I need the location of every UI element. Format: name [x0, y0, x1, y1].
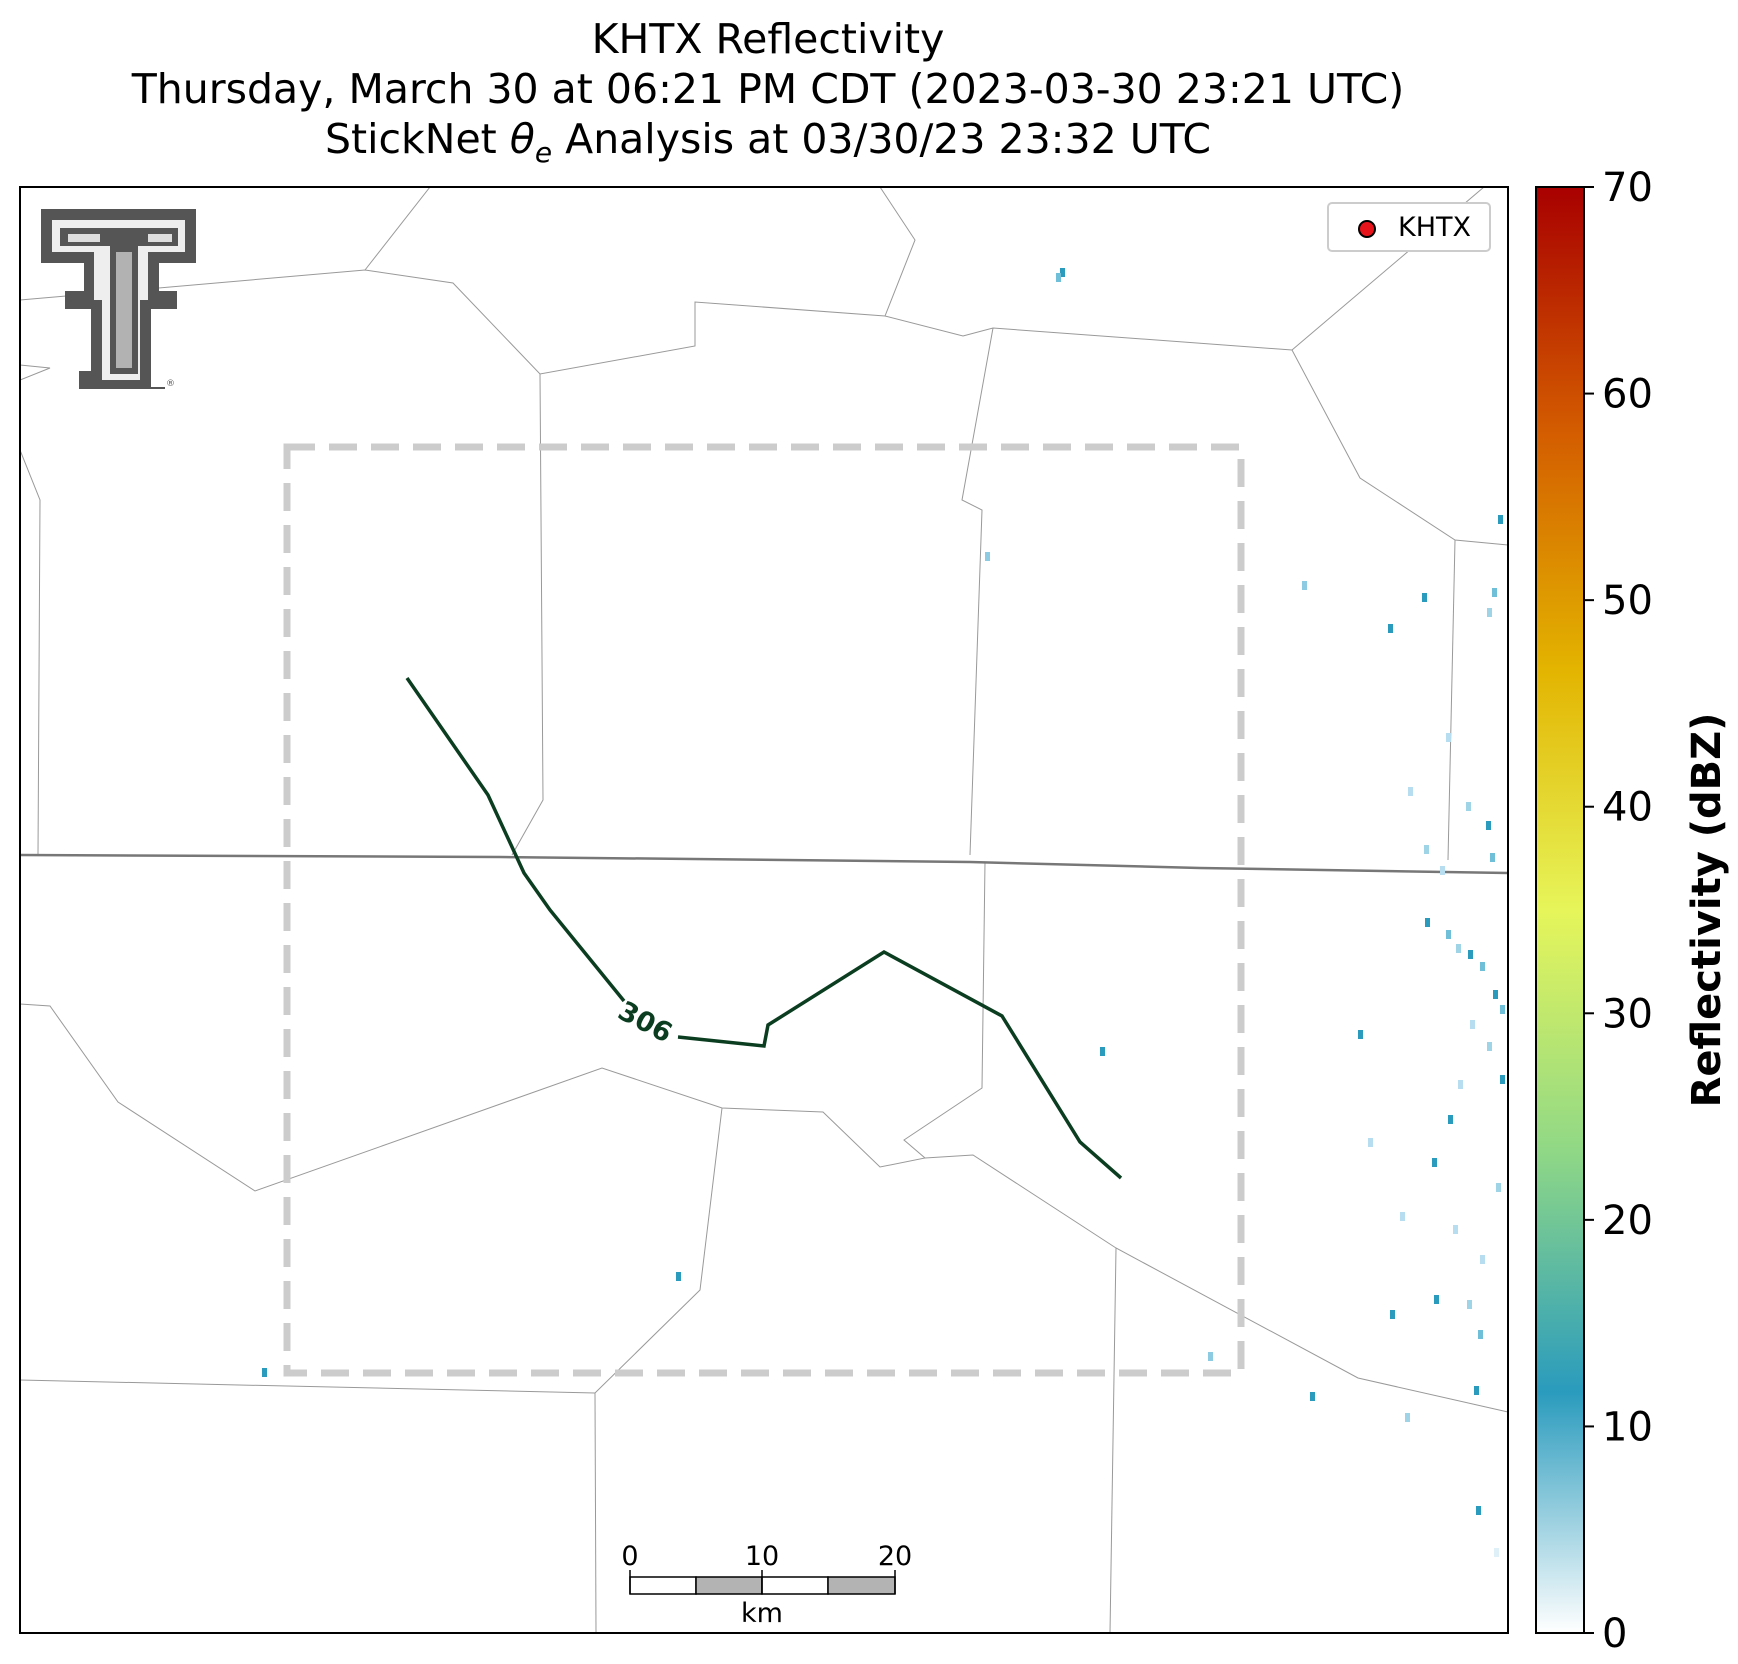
title-analysis-prefix: StickNet	[325, 115, 510, 163]
echo-pixel	[1056, 273, 1061, 282]
echo-pixel	[676, 1272, 681, 1281]
echo-pixel	[1448, 1115, 1453, 1124]
echo-pixel	[1434, 1295, 1439, 1304]
echo-pixel	[1490, 853, 1495, 862]
map-legend: KHTX	[1327, 202, 1491, 252]
colorbar: 0 10 20 30 40 50 60 70 Reflectivity (dBZ)	[1535, 165, 1730, 1657]
echo-pixel	[1422, 593, 1427, 602]
map-area: 306 ® KHTX 0 10 20 km	[20, 187, 1508, 1633]
echo-pixel	[1400, 1212, 1405, 1221]
echo-pixel	[1456, 944, 1461, 953]
echo-pixel	[1487, 1042, 1492, 1051]
echo-pixel	[1470, 1020, 1475, 1029]
reflectivity-echoes	[262, 268, 1505, 1557]
echo-pixel	[1388, 624, 1393, 633]
echo-pixel	[1480, 962, 1485, 971]
echo-pixel	[1467, 1300, 1472, 1309]
svg-text:®: ®	[166, 379, 175, 389]
colorbar-tick-label: 0	[1602, 1611, 1627, 1657]
echo-pixel	[1310, 1392, 1315, 1401]
echo-pixel	[1476, 1506, 1481, 1515]
colorbar-tick-label: 20	[1602, 1198, 1653, 1244]
scale-tick-0: 0	[621, 1541, 638, 1572]
colorbar-gradient	[1535, 186, 1585, 1634]
legend-label: KHTX	[1398, 212, 1471, 243]
theta-e-contour-306	[405, 677, 626, 1003]
map-frame	[19, 186, 1509, 1634]
khtx-radar-marker-icon	[1358, 220, 1376, 238]
colorbar-ticks: 0 10 20 30 40 50 60 70	[1584, 165, 1653, 1657]
figure-title: KHTX Reflectivity Thursday, March 30 at …	[0, 14, 1536, 178]
scale-tick-10: 10	[745, 1541, 779, 1572]
scale-tick-20: 20	[878, 1541, 912, 1572]
colorbar-tick-label: 50	[1602, 578, 1653, 624]
echo-pixel	[1424, 845, 1429, 854]
colorbar-tick-label: 10	[1602, 1404, 1653, 1450]
theta-symbol: θ	[509, 115, 535, 163]
echo-pixel	[1493, 990, 1498, 999]
colorbar-tick-label: 30	[1602, 991, 1653, 1037]
echo-pixel	[1478, 1330, 1483, 1339]
echo-pixel	[262, 1368, 267, 1377]
state-border	[20, 853, 1508, 875]
echo-pixel	[1425, 918, 1430, 927]
echo-pixel	[1060, 268, 1065, 277]
echo-pixel	[1408, 787, 1413, 796]
echo-pixel	[1446, 733, 1451, 742]
echo-pixel	[985, 552, 990, 561]
echo-pixel	[1487, 608, 1492, 617]
echo-pixel	[1368, 1138, 1373, 1147]
echo-pixel	[1302, 581, 1307, 590]
colorbar-tick-label: 60	[1602, 372, 1653, 418]
scale-unit: km	[741, 1598, 783, 1629]
echo-pixel	[1500, 1005, 1505, 1014]
echo-pixel	[1492, 588, 1497, 597]
title-analysis-suffix: Analysis at 03/30/23 23:32 UTC	[552, 115, 1211, 163]
theta-e-contour-306-east	[677, 949, 1123, 1180]
echo-pixel	[1466, 802, 1471, 811]
colorbar-label: Reflectivity (dBZ)	[1684, 713, 1730, 1108]
echo-pixel	[1480, 1255, 1485, 1264]
texas-tech-logo: ®	[41, 209, 196, 389]
echo-pixel	[1390, 1310, 1395, 1319]
echo-pixel	[1498, 515, 1503, 524]
echo-pixel	[1440, 866, 1445, 875]
theta-subscript: e	[534, 136, 553, 170]
title-timestamp: Thursday, March 30 at 06:21 PM CDT (2023…	[131, 65, 1405, 113]
analysis-domain-box	[283, 443, 1245, 1377]
title-analysis-time: StickNet θe Analysis at 03/30/23 23:32 U…	[0, 114, 1536, 178]
echo-pixel	[1432, 1158, 1437, 1167]
echo-pixel	[1446, 930, 1451, 939]
scale-bar: 0 10 20 km	[621, 1541, 912, 1629]
colorbar-tick-label: 40	[1602, 785, 1653, 831]
echo-pixel	[1486, 821, 1491, 830]
echo-pixel	[1208, 1352, 1213, 1361]
echo-pixel	[1500, 1075, 1505, 1084]
echo-pixel	[1458, 1080, 1463, 1089]
echo-pixel	[1494, 1548, 1499, 1557]
echo-pixel	[1474, 1386, 1479, 1395]
echo-pixel	[1358, 1030, 1363, 1039]
echo-pixel	[1405, 1413, 1410, 1422]
county-lines	[20, 187, 1508, 1633]
colorbar-tick-label: 70	[1602, 165, 1653, 211]
echo-pixel	[1468, 950, 1473, 959]
echo-pixel	[1453, 1225, 1458, 1234]
title-radar-name: KHTX Reflectivity	[591, 15, 945, 63]
echo-pixel	[1100, 1047, 1105, 1056]
echo-pixel	[1496, 1183, 1501, 1192]
